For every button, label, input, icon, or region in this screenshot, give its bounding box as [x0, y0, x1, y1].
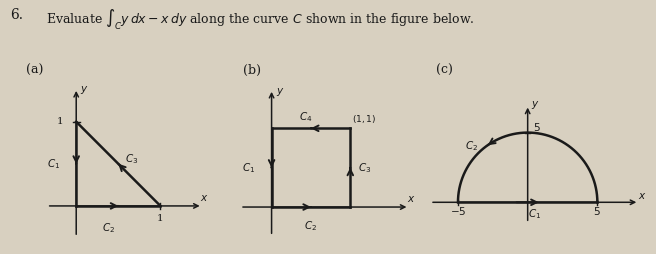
- Text: $C_3$: $C_3$: [125, 152, 138, 166]
- Text: $-5$: $-5$: [450, 205, 466, 217]
- Text: (c): (c): [436, 64, 453, 76]
- Text: $x$: $x$: [638, 191, 646, 201]
- Text: (a): (a): [26, 64, 43, 76]
- Text: $C_3$: $C_3$: [358, 161, 371, 174]
- Text: $C_2$: $C_2$: [102, 221, 115, 235]
- Text: $C_1$: $C_1$: [528, 208, 541, 221]
- Text: Evaluate $\int_C y\,dx-x\,dy$ along the curve $C$ shown in the figure below.: Evaluate $\int_C y\,dx-x\,dy$ along the …: [46, 8, 474, 33]
- Text: $y$: $y$: [276, 86, 284, 98]
- Text: $(1,1)$: $(1,1)$: [352, 113, 376, 125]
- Text: $C_4$: $C_4$: [299, 110, 312, 124]
- Text: 1: 1: [157, 214, 164, 223]
- Text: $C_1$: $C_1$: [47, 157, 60, 171]
- Text: (b): (b): [243, 64, 260, 76]
- Text: $y$: $y$: [81, 84, 89, 96]
- Text: $5$: $5$: [533, 121, 541, 133]
- Text: $C_2$: $C_2$: [465, 139, 478, 153]
- Text: $y$: $y$: [531, 100, 540, 112]
- Text: $5$: $5$: [594, 205, 602, 217]
- Text: 6.: 6.: [10, 8, 23, 22]
- Text: $C_2$: $C_2$: [304, 219, 318, 233]
- Text: $C_1$: $C_1$: [241, 161, 255, 174]
- Text: 1: 1: [57, 117, 64, 126]
- Text: $x$: $x$: [407, 194, 415, 204]
- Text: $x$: $x$: [200, 193, 209, 203]
